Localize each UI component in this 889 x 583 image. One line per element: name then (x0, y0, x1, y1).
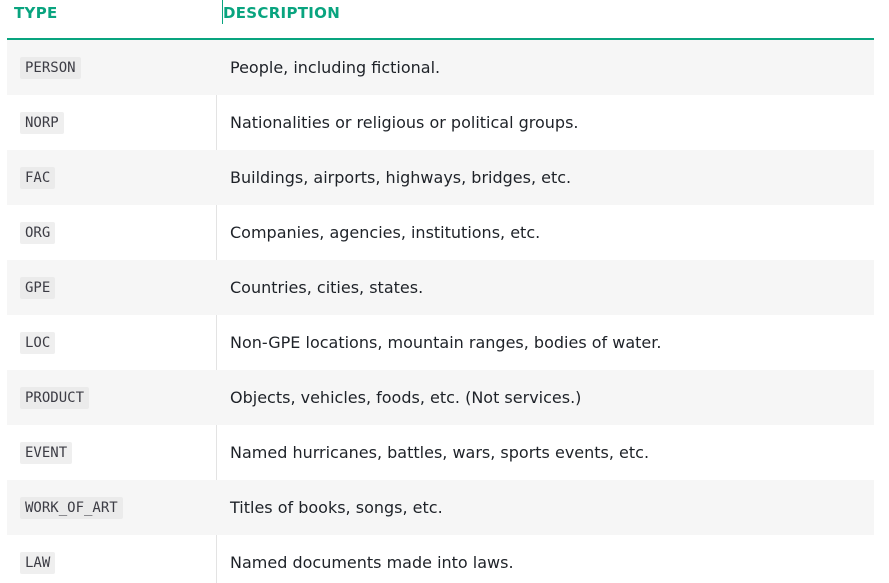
entity-type-code: LOC (20, 332, 56, 354)
table-row: LAW Named documents made into laws. (7, 535, 874, 583)
entity-type-code: FAC (20, 167, 56, 189)
entity-type-code: WORK_OF_ART (20, 497, 123, 519)
entity-type-description: Companies, agencies, institutions, etc. (230, 223, 541, 242)
table-row: WORK_OF_ART Titles of books, songs, etc. (7, 480, 874, 535)
table-header: TYPE DESCRIPTION (7, 0, 874, 40)
entity-type-description: Buildings, airports, highways, bridges, … (230, 168, 572, 187)
table-row: PERSON People, including fictional. (7, 40, 874, 95)
entity-type-code: GPE (20, 277, 56, 299)
table-row: PRODUCT Objects, vehicles, foods, etc. (N… (7, 370, 874, 425)
entity-type-description: Named hurricanes, battles, wars, sports … (230, 443, 650, 462)
entity-type-description: Titles of books, songs, etc. (230, 498, 443, 517)
table-row: ORG Companies, agencies, institutions, et… (7, 205, 874, 260)
entity-types-table: TYPE DESCRIPTION PERSON People, including… (7, 0, 874, 583)
entity-type-description: Objects, vehicles, foods, etc. (Not serv… (230, 388, 582, 407)
entity-type-code: PERSON (20, 57, 81, 79)
entity-type-description: Nationalities or religious or political … (230, 113, 579, 132)
table-row: GPE Countries, cities, states. (7, 260, 874, 315)
table-row: EVENT Named hurricanes, battles, wars, sp… (7, 425, 874, 480)
table-body: PERSON People, including fictional. NORP Na… (7, 40, 874, 583)
table-row: LOC Non-GPE locations, mountain ranges, b… (7, 315, 874, 370)
header-type: TYPE (14, 4, 58, 22)
entity-type-code: EVENT (20, 442, 73, 464)
text-cursor (222, 0, 223, 24)
entity-type-description: People, including fictional. (230, 58, 441, 77)
table-row: FAC Buildings, airports, highways, bridge… (7, 150, 874, 205)
entity-type-description: Countries, cities, states. (230, 278, 424, 297)
entity-type-code: ORG (20, 222, 56, 244)
entity-type-description: Named documents made into laws. (230, 553, 514, 572)
header-description: DESCRIPTION (223, 4, 341, 22)
entity-type-code: LAW (20, 552, 56, 574)
entity-type-code: NORP (20, 112, 64, 134)
entity-type-description: Non-GPE locations, mountain ranges, bodi… (230, 333, 662, 352)
entity-type-code: PRODUCT (20, 387, 90, 409)
table-row: NORP Nationalities or religious or politi… (7, 95, 874, 150)
